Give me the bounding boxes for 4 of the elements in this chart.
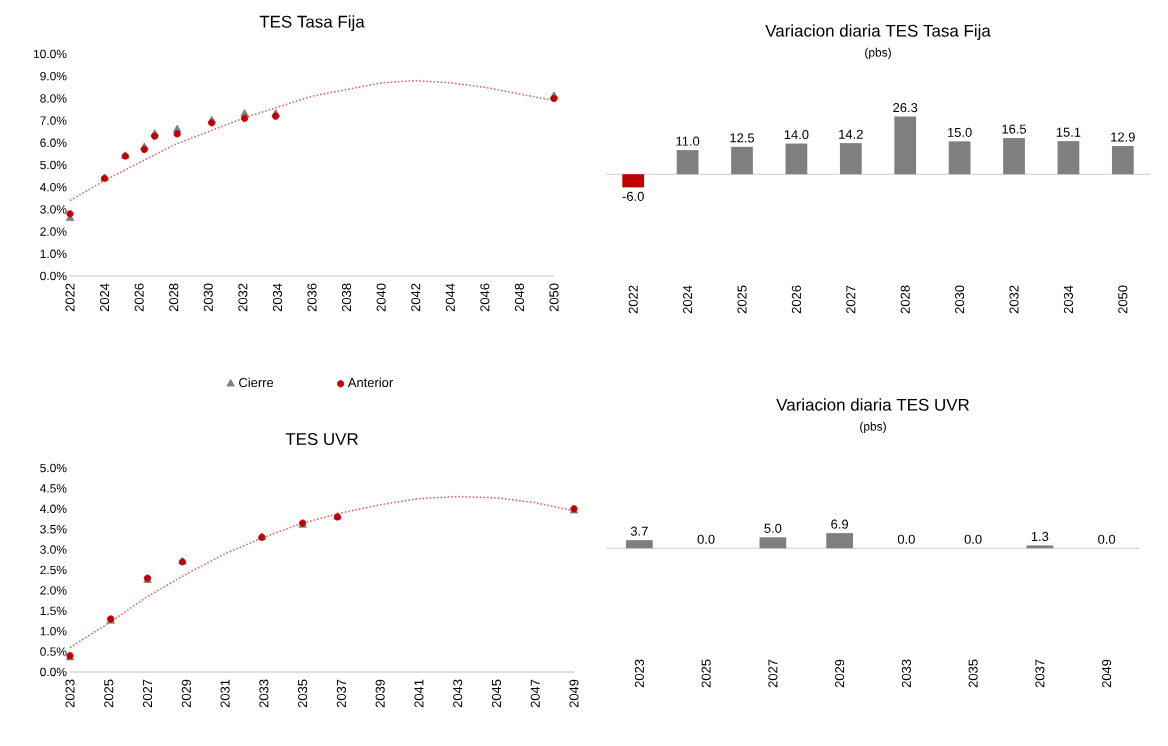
chart-title: Variacion diaria TES Tasa Fija — [765, 24, 991, 41]
chart-title: TES Tasa Fija — [259, 15, 365, 31]
chart-title: TES UVR — [285, 433, 358, 446]
chart-title: Variacion diaria TES UVR — [776, 398, 969, 411]
